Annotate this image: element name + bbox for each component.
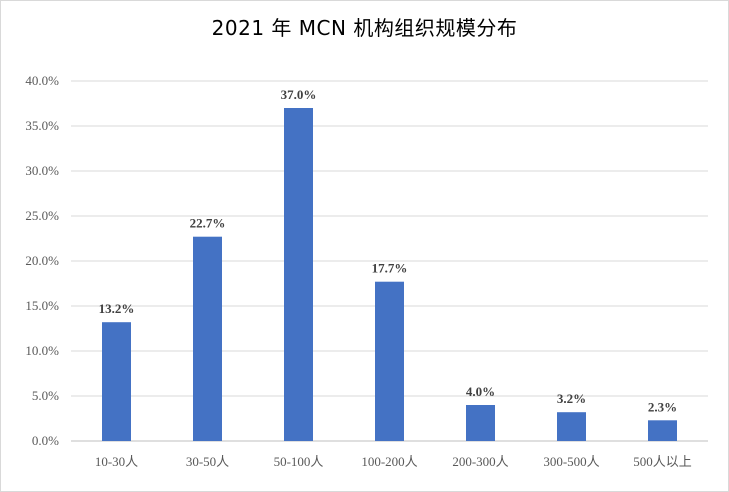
y-tick-label: 35.0% [25, 118, 59, 133]
bar [284, 108, 313, 441]
x-tick-label: 300-500人 [543, 454, 599, 469]
data-label: 13.2% [99, 301, 135, 316]
x-tick-label: 200-300人 [452, 454, 508, 469]
y-tick-label: 0.0% [32, 433, 59, 448]
data-label: 3.2% [557, 391, 586, 406]
y-tick-label: 20.0% [25, 253, 59, 268]
x-tick-label: 10-30人 [95, 454, 138, 469]
data-label: 37.0% [281, 87, 317, 102]
bar [466, 405, 495, 441]
y-tick-label: 40.0% [25, 73, 59, 88]
bar [102, 322, 131, 441]
y-tick-label: 5.0% [32, 388, 59, 403]
x-tick-label: 30-50人 [186, 454, 229, 469]
chart-title: 2021 年 MCN 机构组织规模分布 [211, 16, 518, 40]
x-tick-label: 50-100人 [274, 454, 324, 469]
data-label: 17.7% [372, 261, 408, 276]
bar [193, 236, 222, 441]
y-tick-label: 25.0% [25, 208, 59, 223]
data-label: 2.3% [648, 399, 677, 414]
y-tick-label: 15.0% [25, 298, 59, 313]
x-tick-label: 500人以上 [633, 454, 692, 469]
bar [648, 420, 677, 441]
y-tick-label: 10.0% [25, 343, 59, 358]
y-tick-label: 30.0% [25, 163, 59, 178]
data-label: 22.7% [190, 216, 226, 231]
bar [375, 281, 404, 441]
x-tick-label: 100-200人 [361, 454, 417, 469]
data-label: 4.0% [466, 384, 495, 399]
bar [557, 412, 586, 441]
